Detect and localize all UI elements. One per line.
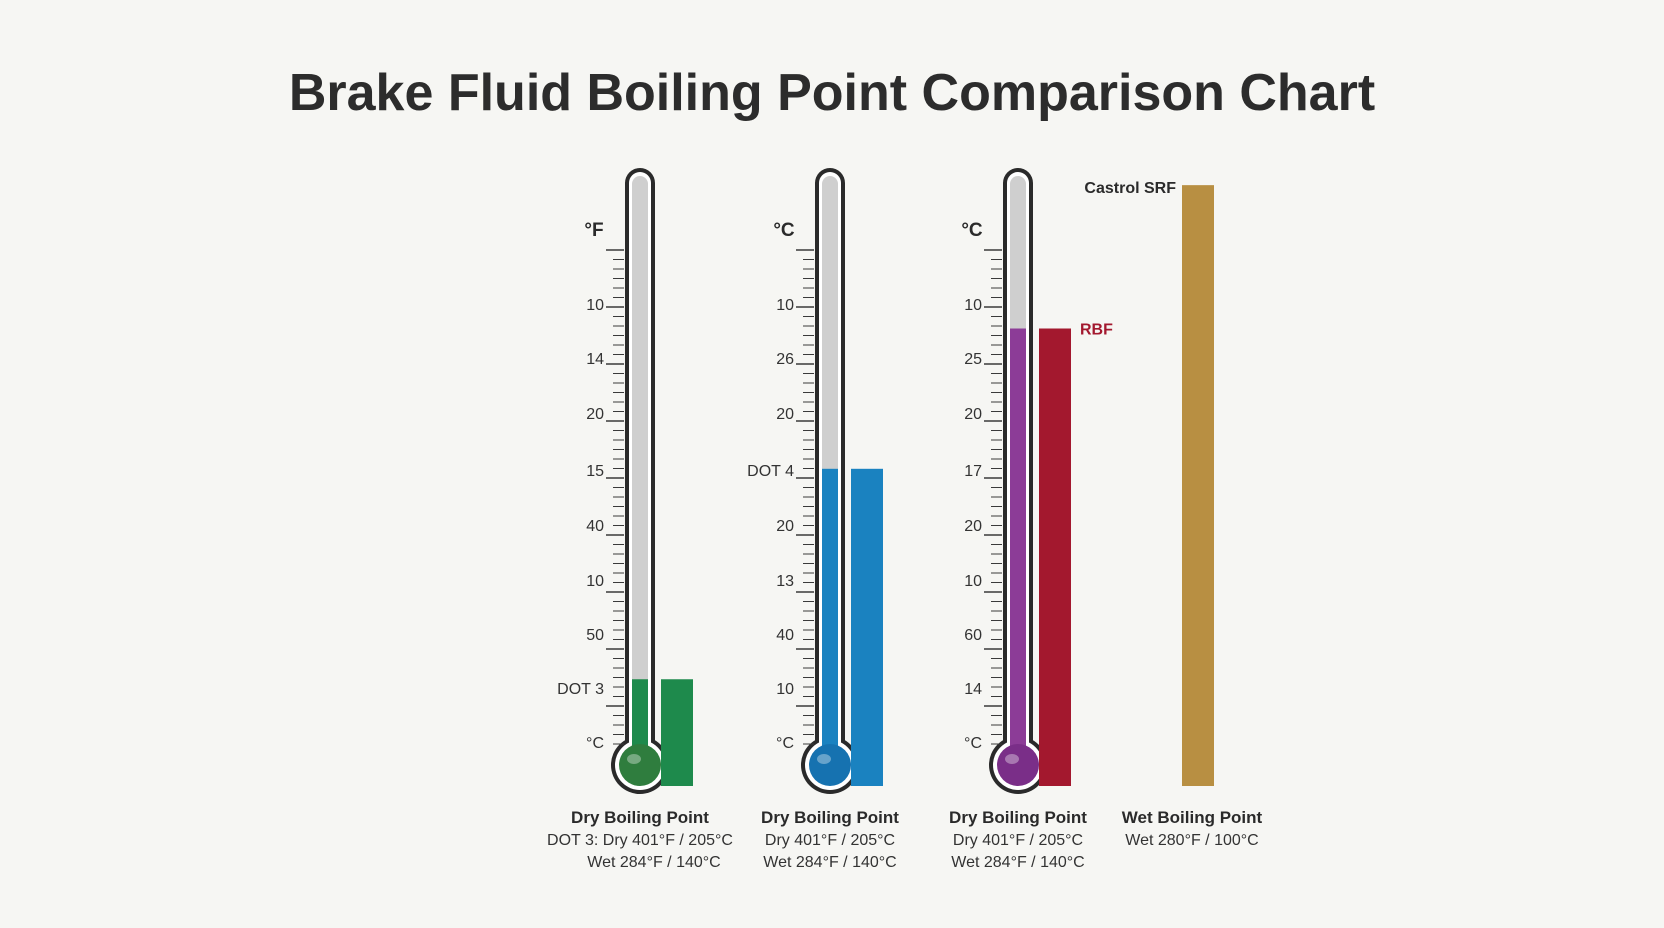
tick-label: 20	[776, 406, 794, 423]
value-bar	[661, 679, 693, 786]
tick-label: DOT 4	[747, 463, 794, 480]
unit-label: °C	[773, 220, 795, 241]
tick-label: 10	[586, 297, 604, 314]
bulb-highlight	[817, 754, 831, 764]
bulb-highlight	[1005, 754, 1019, 764]
castrol-srf-label: Castrol SRF	[1084, 180, 1176, 197]
tick-label: 14	[586, 351, 604, 368]
caption-line: Wet 284°F / 140°C	[587, 854, 720, 871]
tick-label: °C	[586, 735, 604, 752]
liquid-fill	[1010, 328, 1026, 765]
thermometer-3: °C 10 25 20 17 20 10 60 14 °C RBF Dry Boiling Point…	[949, 168, 1113, 871]
tick-label: °C	[964, 735, 982, 752]
unit-label: °C	[961, 220, 983, 241]
thermometer-1: °F 10 14 20 15 40 10 50 DOT 3 °C Dry Boiling Point…	[547, 168, 733, 871]
liquid-fill	[632, 679, 648, 765]
tick-label: 10	[776, 681, 794, 698]
tick-label: 10	[586, 573, 604, 590]
tick-label: 50	[586, 627, 604, 644]
unit-label: °F	[584, 220, 603, 241]
bar-label: RBF	[1080, 322, 1113, 339]
liquid-fill	[822, 468, 838, 765]
caption-line: Wet 284°F / 140°C	[763, 854, 896, 871]
tick-label: 20	[586, 406, 604, 423]
tube-glass	[632, 176, 648, 765]
caption-line: Dry 401°F / 205°C	[765, 832, 895, 849]
tick-label: 14	[964, 681, 982, 698]
caption-line: DOT 3: Dry 401°F / 205°C	[547, 832, 733, 849]
tick-label: 13	[776, 573, 794, 590]
tick-label: 26	[776, 351, 794, 368]
standalone-bar-group: Castrol SRF Wet Boiling Point Wet 280°F / …	[1084, 180, 1262, 849]
liquid-bulb	[619, 744, 661, 786]
caption-heading: Dry Boiling Point	[761, 808, 899, 827]
tick-label: °C	[776, 735, 794, 752]
liquid-bulb	[997, 744, 1039, 786]
tick-label: 10	[776, 297, 794, 314]
liquid-bulb	[809, 744, 851, 786]
caption-heading: Dry Boiling Point	[571, 808, 709, 827]
tick-label: 10	[964, 297, 982, 314]
tick-label: 20	[964, 406, 982, 423]
value-bar	[1039, 328, 1071, 786]
tick-label: 40	[586, 518, 604, 535]
castrol-srf-bar	[1182, 185, 1214, 786]
caption-heading: Wet Boiling Point	[1122, 808, 1263, 827]
caption-line: Wet 280°F / 100°C	[1125, 832, 1258, 849]
caption-line: Dry 401°F / 205°C	[953, 832, 1083, 849]
tick-label: DOT 3	[557, 681, 604, 698]
chart-title: Brake Fluid Boiling Point Comparison Cha…	[289, 64, 1375, 122]
tick-label: 60	[964, 627, 982, 644]
tick-label: 20	[964, 518, 982, 535]
tick-label: 25	[964, 351, 982, 368]
value-bar	[851, 468, 883, 786]
thermometer-2: °C 10 26 20 DOT 4 20 13 40 10 °C Dry Boiling Point…	[747, 168, 899, 871]
caption-heading: Dry Boiling Point	[949, 808, 1087, 827]
thermometers: °F 10 14 20 15 40 10 50 DOT 3 °C Dry Boiling Point…	[547, 168, 1113, 871]
tick-label: 10	[964, 573, 982, 590]
tick-label: 17	[964, 463, 982, 480]
caption-line: Wet 284°F / 140°C	[951, 854, 1084, 871]
tick-label: 15	[586, 463, 604, 480]
tick-label: 20	[776, 518, 794, 535]
bulb-highlight	[627, 754, 641, 764]
tick-label: 40	[776, 627, 794, 644]
